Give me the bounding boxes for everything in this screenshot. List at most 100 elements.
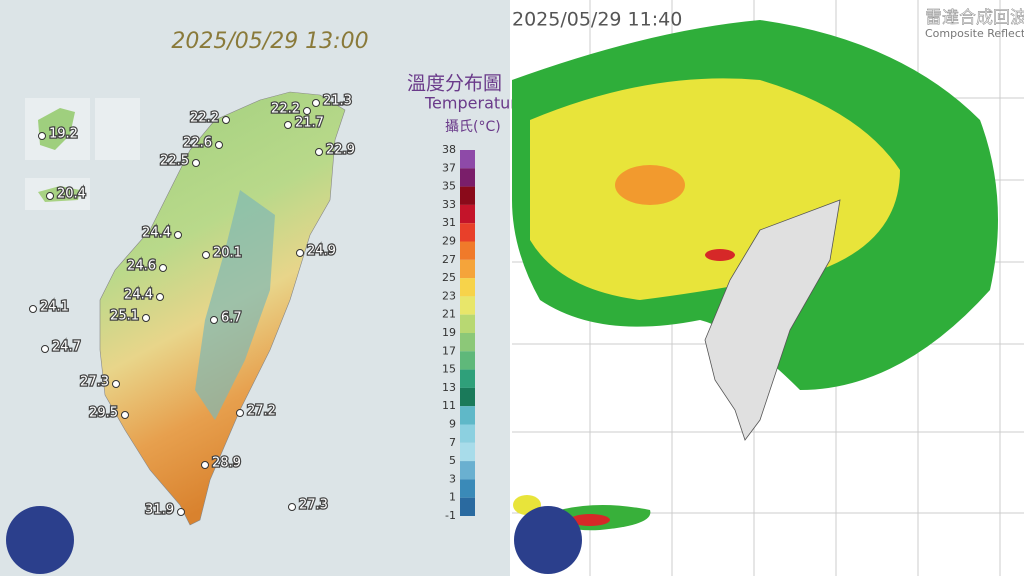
- station-temp: 24.4: [124, 288, 153, 303]
- station-dot: [288, 503, 296, 511]
- station-temp: 27.3: [80, 375, 109, 390]
- scale-swatch: [460, 241, 475, 260]
- station-dot: [312, 99, 320, 107]
- scale-swatch: [460, 479, 475, 498]
- echo-red: [570, 514, 610, 526]
- station-dot: [46, 192, 54, 200]
- station-temp: 22.2: [271, 102, 300, 117]
- station-dot: [303, 107, 311, 115]
- scale-swatch: [460, 497, 475, 516]
- title: 溫度分布圖: [407, 73, 502, 95]
- station-temp: 20.1: [213, 246, 242, 261]
- stations: 19.2 20.4 22.2 22.6 22.5 22.2 21.3 21.722.9 24.4…: [29, 92, 356, 519]
- station-temp: 24.7: [52, 340, 81, 355]
- station-dot: [29, 305, 37, 313]
- scale-label: 11: [442, 399, 456, 412]
- station-temp: 20.4: [57, 187, 86, 202]
- scale-swatch: [460, 168, 475, 187]
- station-temp: 24.1: [40, 300, 69, 315]
- station-dot: [284, 121, 292, 129]
- scale-label: 29: [442, 235, 456, 248]
- scale-label: 35: [442, 180, 456, 193]
- scale-label: 31: [442, 216, 456, 229]
- mountain-range: [195, 190, 275, 420]
- station-temp: 22.6: [183, 136, 212, 151]
- scale-label: 5: [449, 454, 456, 467]
- scale-swatch: [460, 424, 475, 443]
- echo-orange: [615, 165, 685, 205]
- scale-swatch: [460, 442, 475, 462]
- station-dot: [38, 132, 46, 140]
- station-dot: [296, 249, 304, 257]
- station-dot: [201, 461, 209, 469]
- station-dot: [222, 116, 230, 124]
- scale-swatch: [460, 369, 475, 388]
- scale-swatch: [460, 150, 475, 169]
- station-temp: 22.2: [190, 111, 219, 126]
- timestamp: 2025/05/29 13:00: [171, 29, 368, 54]
- scale-swatch: [460, 296, 475, 315]
- radar-taiwan: [704, 199, 841, 441]
- scale-label: 7: [449, 436, 456, 449]
- station-temp: 24.6: [127, 259, 156, 274]
- scale-label: 21: [442, 308, 456, 321]
- station-temp: 27.2: [247, 404, 276, 419]
- station-dot: [210, 316, 218, 324]
- station-dot: [215, 141, 223, 149]
- scale-swatch: [460, 351, 475, 370]
- scale-swatch: [460, 259, 475, 279]
- station-temp: 25.1: [110, 309, 139, 324]
- inset-box: [95, 98, 140, 160]
- station-dot: [156, 293, 164, 301]
- scale-swatch: [460, 333, 475, 352]
- scale-label: 27: [442, 253, 456, 266]
- station-temp: 29.5: [89, 406, 118, 421]
- station-temp: 24.4: [142, 226, 171, 241]
- station-dot: [121, 411, 129, 419]
- station-dot: [202, 251, 210, 259]
- station-dot: [112, 380, 120, 388]
- radar-title: 雷達合成回波: [925, 8, 1024, 28]
- scale-label: -1: [445, 509, 456, 522]
- station-dot: [315, 148, 323, 156]
- station-temp: 6.7: [221, 311, 242, 326]
- scale-label: 23: [442, 289, 456, 302]
- station-dot: [174, 231, 182, 239]
- scale-label: 37: [442, 161, 456, 174]
- scale-label: 9: [449, 418, 456, 431]
- scale-swatch: [460, 461, 475, 480]
- station-temp: 24.9: [307, 244, 336, 259]
- scale-label: 25: [442, 271, 456, 284]
- scale-label: 1: [449, 491, 456, 504]
- scale-label: 17: [442, 344, 456, 357]
- station-dot: [192, 159, 200, 167]
- radar-timestamp: 2025/05/29 11:40: [512, 9, 682, 31]
- island: [38, 108, 75, 150]
- scale-swatch: [460, 314, 475, 333]
- station-temp: 31.9: [145, 503, 174, 518]
- logo: [514, 506, 582, 574]
- unit: 攝氏(°C): [445, 119, 501, 135]
- logo: [6, 506, 74, 574]
- station-dot: [142, 314, 150, 322]
- scale-label: 19: [442, 326, 456, 339]
- scale-swatch: [460, 223, 475, 242]
- station-temp: 19.2: [49, 127, 78, 142]
- scale-swatch: [460, 278, 475, 297]
- scale-label: 3: [449, 472, 456, 485]
- scale-label: 38: [442, 143, 456, 156]
- station-temp: 22.9: [326, 143, 355, 158]
- scale-swatch: [460, 186, 475, 205]
- radar-subtitle: Composite Reflectivity: [925, 27, 1024, 40]
- scale-label: 33: [442, 198, 456, 211]
- station-dot: [236, 409, 244, 417]
- scale-swatch: [460, 387, 475, 407]
- scale-label: 13: [442, 381, 456, 394]
- station-temp: 28.9: [212, 456, 241, 471]
- station-dot: [41, 345, 49, 353]
- station-temp: 21.3: [323, 94, 352, 109]
- station-temp: 22.5: [160, 154, 189, 169]
- scale-swatch: [460, 406, 475, 425]
- echo-red: [705, 249, 735, 261]
- scale-label: 15: [442, 363, 456, 376]
